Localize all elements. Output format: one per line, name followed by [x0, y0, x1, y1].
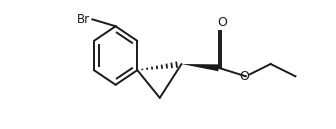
Text: O: O [239, 70, 249, 83]
Text: O: O [217, 16, 227, 29]
Text: Br: Br [77, 13, 90, 26]
Polygon shape [181, 64, 219, 71]
